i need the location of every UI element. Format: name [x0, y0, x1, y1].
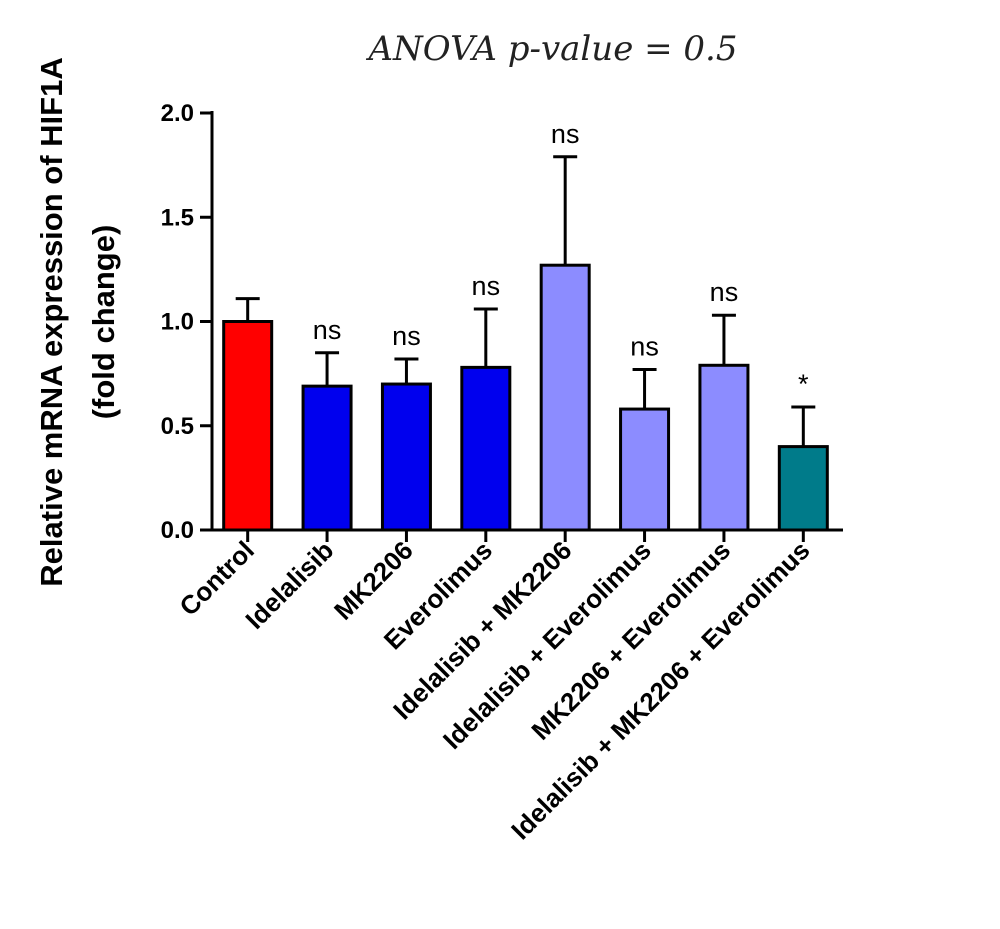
significance-label: ns [472, 271, 501, 301]
significance-label: ns [313, 315, 342, 345]
y-axis-label-line1: Relative mRNA expression of HIF1A [34, 57, 69, 586]
bar [460, 365, 512, 532]
chart-title: ANOVA p-value = 0.5 [366, 29, 738, 69]
y-tick-label: 0.0 [161, 517, 194, 544]
x-tick-label: Idelalisib [239, 535, 339, 635]
bar [619, 407, 671, 532]
y-tick-label: 0.5 [161, 413, 194, 440]
bar [539, 263, 591, 532]
significance-label: ns [551, 119, 580, 149]
significance-label: ns [710, 277, 739, 307]
bar [301, 384, 353, 532]
y-tick-label: 2.0 [161, 100, 194, 127]
bar [222, 320, 274, 532]
plot-area: 0.00.51.01.52.0ControlnsIdelalisibnsMK22… [161, 100, 843, 845]
bar [777, 445, 829, 532]
bar [698, 363, 750, 532]
significance-label: ns [392, 321, 421, 351]
y-tick-label: 1.0 [161, 309, 194, 336]
bar [380, 382, 432, 532]
significance-label: * [798, 369, 809, 399]
y-axis-label-line2: (fold change) [86, 225, 121, 420]
significance-label: ns [630, 331, 659, 361]
y-tick-label: 1.5 [161, 204, 194, 231]
